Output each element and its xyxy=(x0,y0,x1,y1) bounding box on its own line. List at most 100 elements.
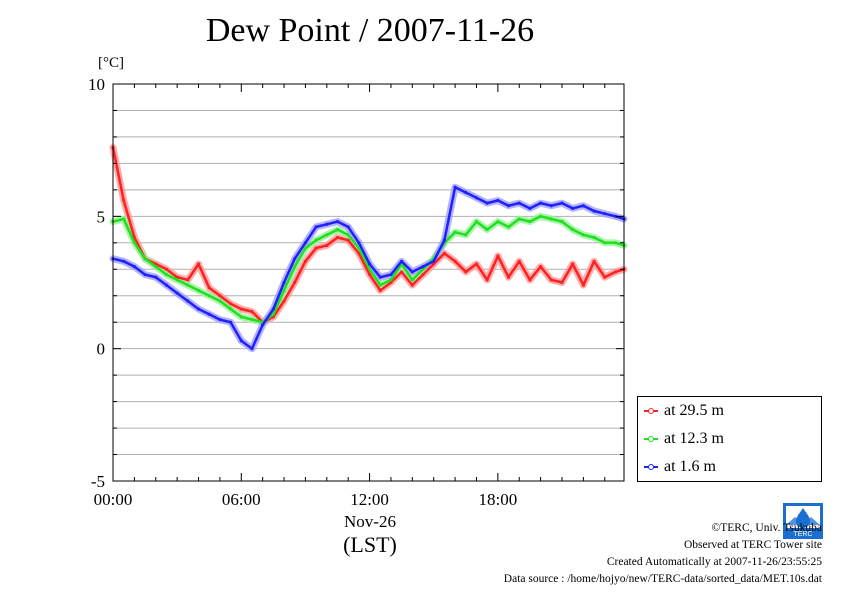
data-point xyxy=(357,246,361,250)
data-point xyxy=(400,259,404,263)
data-point xyxy=(421,267,425,271)
data-point xyxy=(196,307,201,311)
data-point xyxy=(303,246,308,250)
data-point xyxy=(325,222,329,226)
y-tick-label: 0 xyxy=(97,340,106,359)
data-point xyxy=(143,257,147,261)
x-tick-label: 18:00 xyxy=(478,490,517,509)
data-point xyxy=(293,257,297,261)
data-point xyxy=(378,283,382,287)
data-point xyxy=(239,307,243,311)
data-point xyxy=(218,299,222,303)
series-line-layer xyxy=(111,145,626,351)
data-point xyxy=(474,220,479,224)
y-tick-label: 10 xyxy=(88,75,105,94)
data-point xyxy=(442,238,447,242)
data-point xyxy=(421,272,425,277)
data-point xyxy=(496,198,500,203)
data-point xyxy=(592,235,596,240)
data-point xyxy=(164,283,169,287)
data-point xyxy=(196,262,201,266)
data-point xyxy=(453,259,457,263)
data-point xyxy=(528,278,532,282)
data-point xyxy=(485,278,489,282)
data-point xyxy=(378,275,382,279)
data-point xyxy=(325,243,329,248)
data-point xyxy=(186,278,190,282)
data-point xyxy=(421,265,425,269)
data-point xyxy=(122,259,126,263)
data-point xyxy=(325,233,329,237)
legend-label: at 1.6 m xyxy=(664,458,716,475)
data-point xyxy=(410,278,414,282)
x-tick-label: 06:00 xyxy=(222,490,261,509)
data-point xyxy=(143,272,147,277)
legend-swatch-red xyxy=(644,406,658,416)
data-point xyxy=(464,233,468,237)
footer-observed: Observed at TERC Tower site xyxy=(683,539,822,551)
data-point xyxy=(603,275,607,279)
data-point xyxy=(592,259,596,263)
data-point xyxy=(506,275,511,279)
data-point xyxy=(485,201,489,205)
data-point xyxy=(314,246,318,250)
data-point xyxy=(282,280,286,285)
data-point xyxy=(250,347,254,351)
data-point xyxy=(496,254,500,258)
y-unit-label: [°C] xyxy=(98,55,124,71)
data-point xyxy=(154,275,158,279)
data-point xyxy=(367,262,372,266)
data-point xyxy=(271,312,275,316)
data-point xyxy=(314,238,318,242)
data-point xyxy=(207,294,211,298)
plot-frame xyxy=(112,83,625,482)
data-point xyxy=(164,272,169,277)
data-point xyxy=(303,259,308,263)
data-point xyxy=(293,280,297,285)
data-point xyxy=(228,302,233,306)
data-point xyxy=(293,265,297,269)
data-point xyxy=(186,283,190,287)
data-point xyxy=(357,241,361,245)
series-halo-layer xyxy=(109,144,628,353)
legend-swatch-green xyxy=(644,434,658,444)
data-point xyxy=(613,241,618,245)
data-point xyxy=(228,307,233,311)
data-point xyxy=(207,312,211,316)
data-point xyxy=(560,280,564,285)
data-point xyxy=(175,278,179,282)
data-point xyxy=(603,241,607,245)
legend-item-29-5m: at 29.5 m xyxy=(644,400,724,422)
data-point xyxy=(560,220,564,224)
data-point xyxy=(154,265,158,269)
data-point xyxy=(196,288,201,293)
data-point xyxy=(528,220,532,224)
data-point xyxy=(271,307,275,311)
data-point xyxy=(261,323,265,327)
data-point xyxy=(506,225,511,229)
y-tick-label: -5 xyxy=(91,472,105,491)
data-point xyxy=(239,315,243,319)
data-point xyxy=(539,214,543,218)
data-point xyxy=(432,259,436,263)
data-point xyxy=(410,283,414,287)
footer-copyright: ©TERC, Univ. Tsukuba xyxy=(711,522,822,534)
grid-layer xyxy=(113,109,624,456)
data-point xyxy=(496,220,500,224)
data-point xyxy=(613,214,618,218)
data-point xyxy=(432,262,436,266)
data-point xyxy=(389,280,393,285)
data-point xyxy=(282,299,286,303)
data-point xyxy=(175,275,179,279)
data-point xyxy=(549,217,553,221)
footer-source: Data source : /home/hojyo/new/TERC-data/… xyxy=(503,573,822,585)
data-point xyxy=(250,310,254,314)
data-point xyxy=(367,272,372,277)
data-point xyxy=(571,262,575,266)
data-point xyxy=(603,212,607,216)
data-point xyxy=(442,251,447,255)
data-point xyxy=(122,217,126,221)
data-point xyxy=(464,270,468,274)
data-point xyxy=(367,267,372,271)
